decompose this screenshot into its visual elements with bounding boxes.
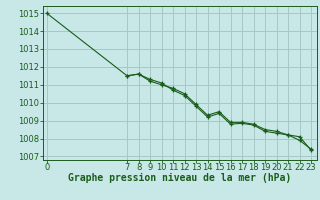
X-axis label: Graphe pression niveau de la mer (hPa): Graphe pression niveau de la mer (hPa) bbox=[68, 173, 292, 183]
